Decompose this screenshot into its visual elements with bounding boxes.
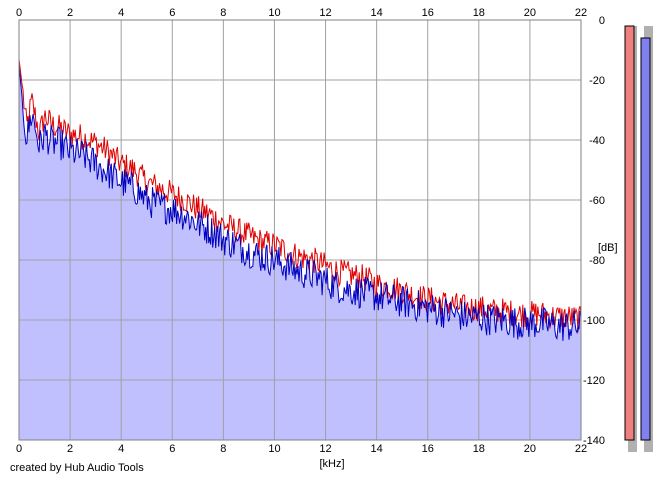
x-tick-label-top: 2: [67, 7, 73, 19]
plot-frame: [18, 19, 582, 441]
credit-text: created by Hub Audio Tools: [10, 462, 144, 474]
x-tick-label-top: 8: [220, 7, 226, 19]
x-tick-label-bottom: 8: [220, 443, 226, 455]
x-tick-label-bottom: 18: [473, 443, 485, 455]
x-tick-label-bottom: 4: [118, 443, 124, 455]
y-tick-label: 0: [599, 15, 605, 27]
y-tick-label: -60: [589, 195, 605, 207]
x-tick-label-top: 20: [524, 7, 536, 19]
x-axis-label: [kHz]: [319, 458, 344, 470]
x-tick-label-bottom: 22: [575, 443, 587, 455]
x-tick-label-bottom: 12: [319, 443, 331, 455]
x-tick-label-bottom: 0: [16, 443, 22, 455]
y-axis-label: [dB]: [598, 242, 618, 254]
x-tick-label-top: 0: [16, 7, 22, 19]
x-tick-label-top: 18: [473, 7, 485, 19]
level-meter-right: [640, 37, 651, 441]
series-line-right-channel: [18, 64, 582, 341]
x-tick-label-bottom: 2: [67, 443, 73, 455]
spectrum-fill-area: [19, 65, 581, 440]
y-tick-label: -100: [583, 315, 605, 327]
level-meter-left: [624, 25, 635, 441]
y-tick-label: -80: [589, 255, 605, 267]
y-tick-label: -140: [583, 435, 605, 447]
x-tick-label-top: 6: [169, 7, 175, 19]
x-tick-label-top: 22: [575, 7, 587, 19]
x-tick-label-bottom: 10: [268, 443, 280, 455]
x-tick-label-bottom: 16: [422, 443, 434, 455]
x-tick-label-top: 4: [118, 7, 124, 19]
y-tick-label: -20: [589, 75, 605, 87]
x-tick-label-top: 14: [371, 7, 383, 19]
y-tick-label: -120: [583, 375, 605, 387]
x-tick-label-bottom: 6: [169, 443, 175, 455]
x-tick-label-bottom: 20: [524, 443, 536, 455]
x-tick-label-top: 10: [268, 7, 280, 19]
x-tick-label-bottom: 14: [371, 443, 383, 455]
y-tick-label: -40: [589, 135, 605, 147]
x-tick-label-top: 16: [422, 7, 434, 19]
x-tick-label-top: 12: [319, 7, 331, 19]
